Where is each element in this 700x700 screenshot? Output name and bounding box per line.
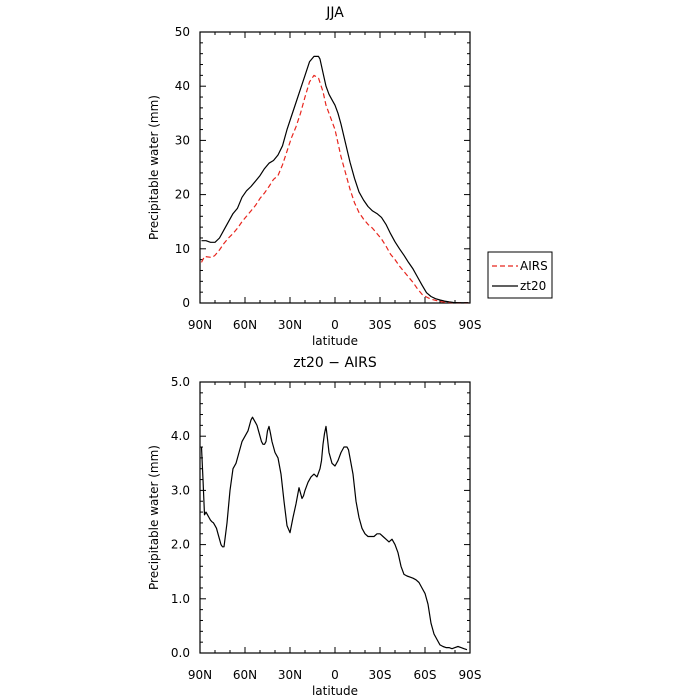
x-tick-label: 90N <box>188 668 212 682</box>
x-tick-label: 60S <box>414 318 437 332</box>
y-tick-label: 0.0 <box>171 646 190 660</box>
x-tick-label: 0 <box>331 668 339 682</box>
y-tick-label: 0 <box>182 296 190 310</box>
y-tick-label: 5.0 <box>171 375 190 389</box>
y-tick-label: 40 <box>175 79 190 93</box>
x-tick-label: 30N <box>278 668 302 682</box>
legend-box <box>487 251 553 299</box>
y-axis-label: Precipitable water (mm) <box>147 95 161 240</box>
series-line-zt20 <box>200 416 468 651</box>
y-tick-label: 2.0 <box>171 538 190 552</box>
y-tick-label: 3.0 <box>171 483 190 497</box>
y-tick-label: 1.0 <box>171 592 190 606</box>
y-tick-label: 4.0 <box>171 429 190 443</box>
y-tick-label: 10 <box>175 242 190 256</box>
x-tick-label: 30S <box>369 318 392 332</box>
y-tick-label: 50 <box>175 25 190 39</box>
x-tick-label: 30S <box>369 668 392 682</box>
x-tick-label: 60N <box>233 318 257 332</box>
y-axis-label: Precipitable water (mm) <box>147 445 161 590</box>
chart-title: zt20 − AIRS <box>293 355 377 371</box>
series-line-zt20 <box>201 55 469 304</box>
x-axis-label: latitude <box>312 334 358 348</box>
bottom-panel: zt20 − AIRS 90N 60N 30N 0 30S 60S 90S 0.0 1.0 2.0 3… <box>147 355 481 698</box>
x-tick-label: 60S <box>414 668 437 682</box>
x-tick-label: 90S <box>459 318 482 332</box>
legend-entry-airs: AIRS <box>520 259 548 273</box>
x-tick-label: 30N <box>278 318 302 332</box>
plot-frame <box>199 31 471 304</box>
legend-entry-zt20: zt20 <box>520 279 546 293</box>
x-axis-label: latitude <box>312 684 358 698</box>
chart-title: JJA <box>325 5 344 21</box>
series-line-airs <box>200 74 469 304</box>
x-tick-label: 60N <box>233 668 257 682</box>
x-tick-label: 90N <box>188 318 212 332</box>
x-tick-label: 0 <box>331 318 339 332</box>
y-tick-label: 20 <box>175 188 190 202</box>
top-panel: JJA 90N 60N 30N 0 30S 60S 90S 0 10 20 30 40 50 latitud… <box>147 5 553 348</box>
y-tick-label: 30 <box>175 133 190 147</box>
x-tick-label: 90S <box>459 668 482 682</box>
